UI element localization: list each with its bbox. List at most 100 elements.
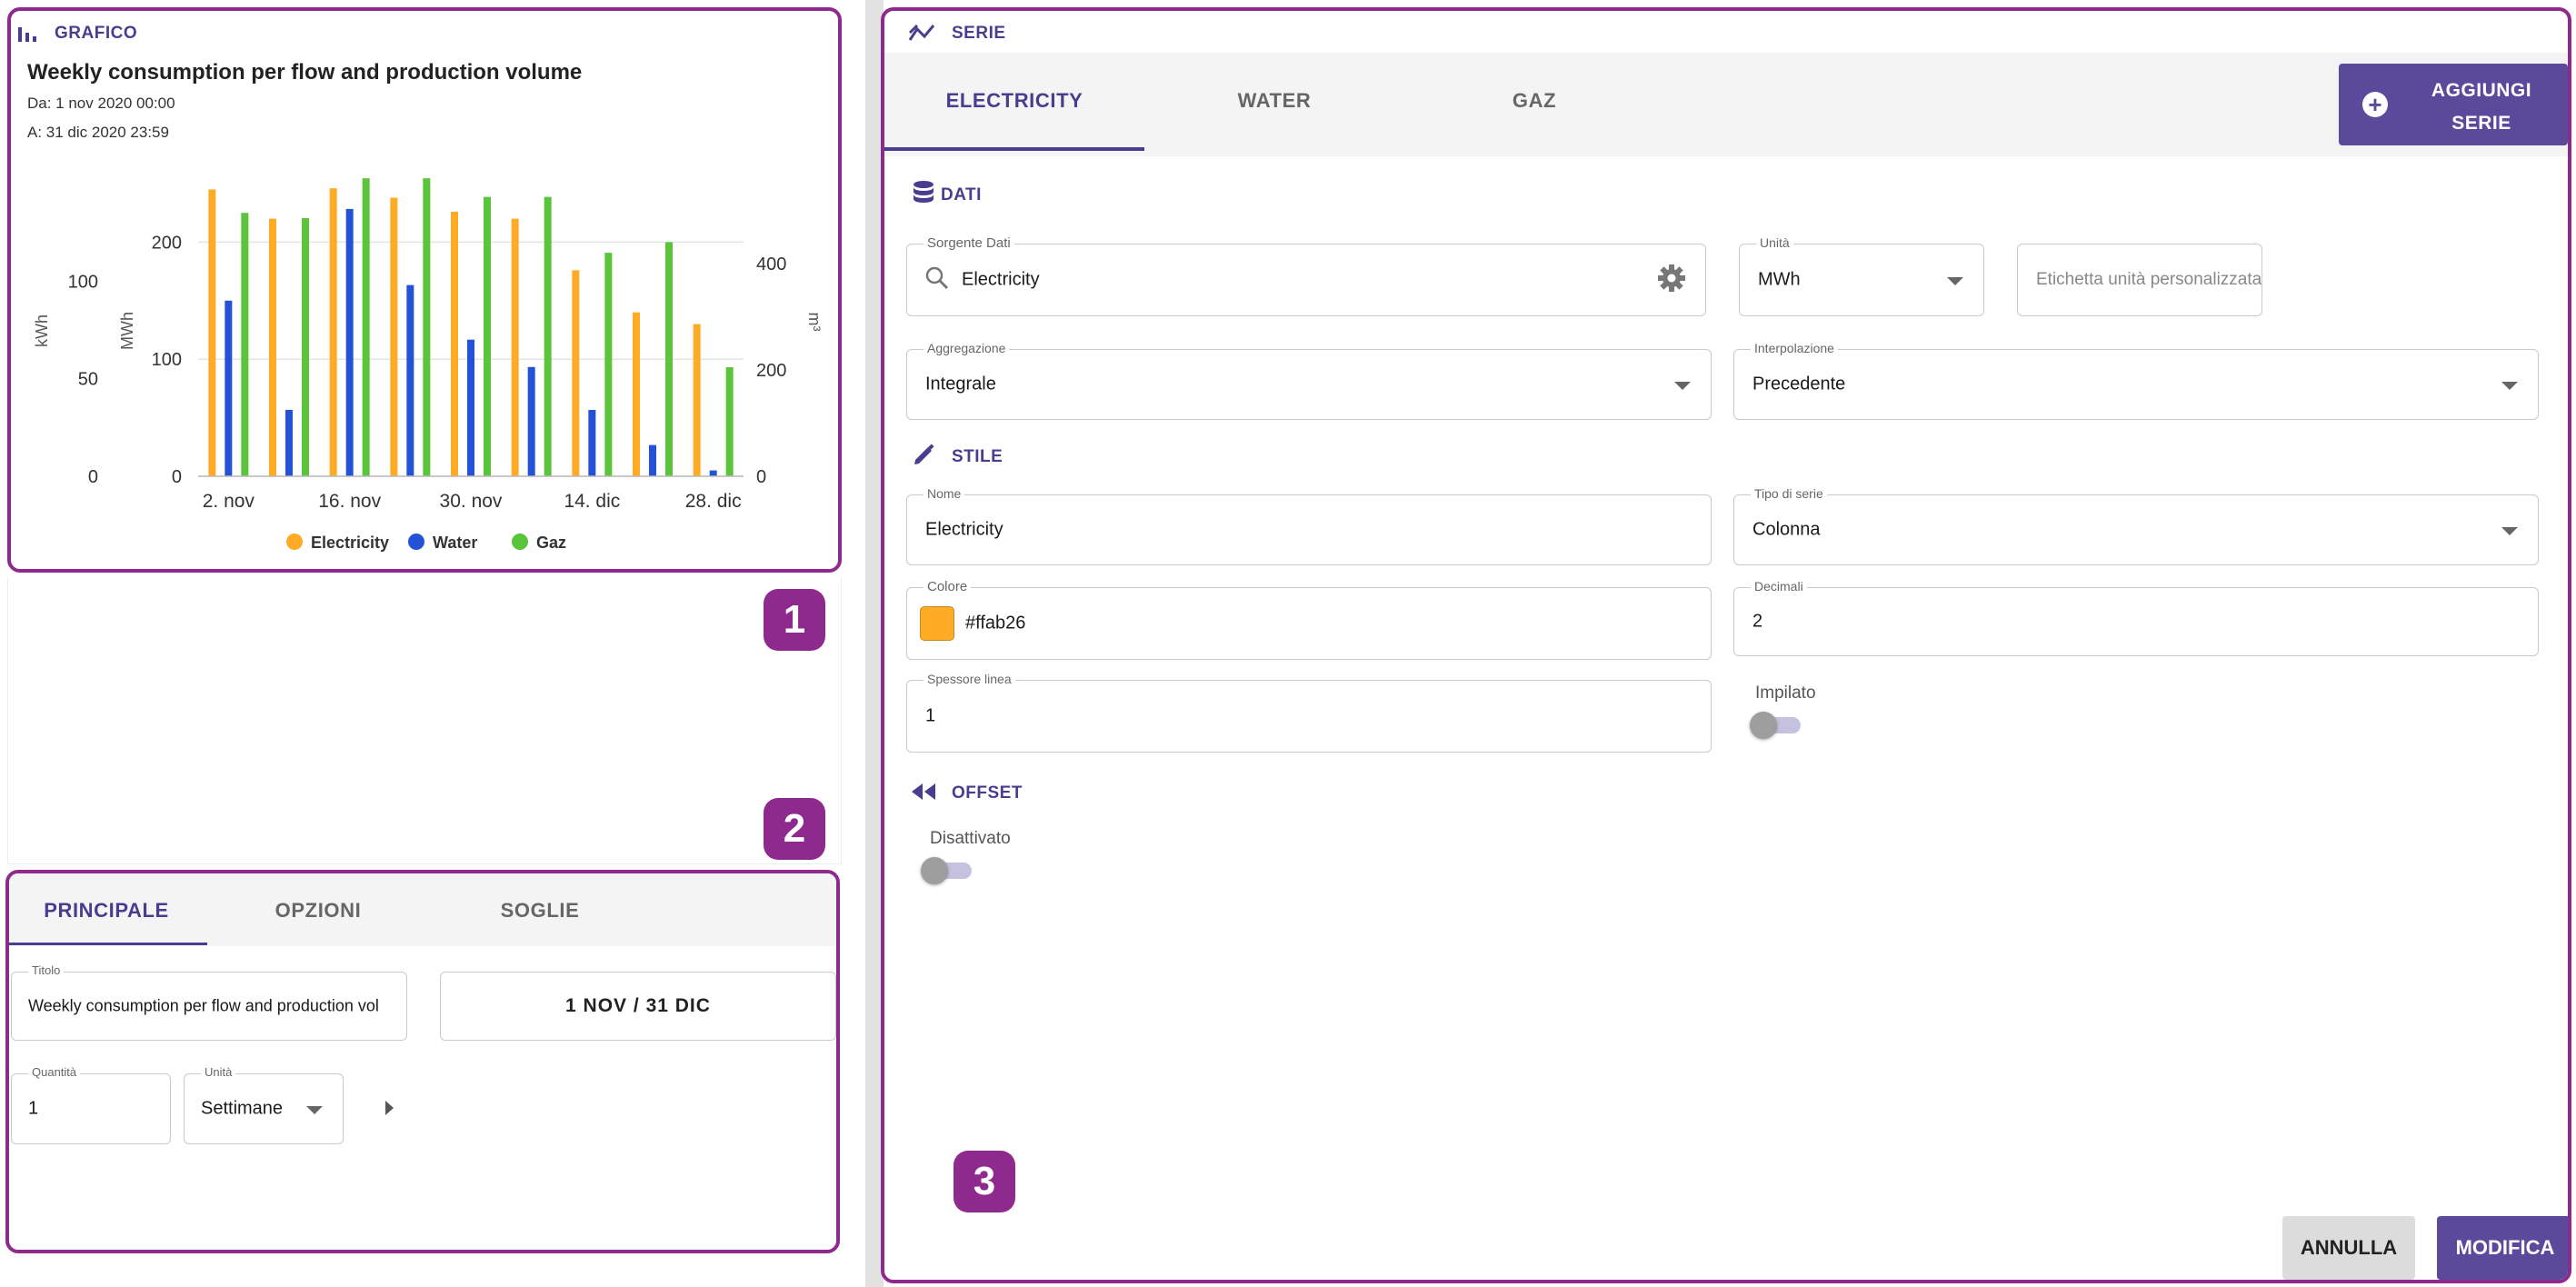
bar-water <box>345 208 354 476</box>
bar-gaz <box>665 242 673 476</box>
bar-electricity <box>329 188 337 477</box>
unit-select[interactable]: Unità Settimane <box>184 1065 344 1144</box>
title-value: Weekly consumption per flow and producti… <box>28 996 379 1015</box>
tab-soglie[interactable]: SOGLIE <box>500 899 580 922</box>
aggregation-select[interactable]: Aggregazione Integrale <box>906 341 1712 420</box>
quantity-field[interactable]: Quantità 1 <box>11 1065 171 1144</box>
add-series-button[interactable]: + AGGIUNGI SERIE <box>2339 64 2568 145</box>
custom-unit-input[interactable]: Etichetta unità personalizzata <box>2017 244 2262 316</box>
custom-unit-placeholder: Etichetta unità personalizzata <box>2036 270 2262 289</box>
decimals-value: 2 <box>1752 611 1763 632</box>
bar-chart-icon <box>16 22 38 44</box>
unit-series-value: MWh <box>1758 269 1801 290</box>
axis-tick-label: 0 <box>172 467 182 487</box>
pencil-icon <box>912 442 937 467</box>
stacked-toggle[interactable] <box>1750 711 1804 740</box>
axis-tick-label: 100 <box>68 272 98 292</box>
chart-panel: GRAFICO Weekly consumption per flow and … <box>7 7 842 573</box>
style-section-title: STILE <box>952 447 1003 466</box>
empty-area <box>7 577 842 864</box>
bar-electricity <box>269 218 276 476</box>
line-width-field[interactable]: Spessore linea 1 <box>906 672 1712 753</box>
tab-indicator <box>9 943 207 945</box>
panel-divider <box>865 0 884 1287</box>
trend-icon <box>908 22 937 44</box>
decimals-field[interactable]: Decimali 2 <box>1733 579 2539 656</box>
plus-circle-icon: + <box>2362 92 2388 117</box>
data-source-field[interactable]: Sorgente Dati Electricity <box>906 235 1706 316</box>
bar-water <box>467 339 474 476</box>
bar-water <box>649 444 656 476</box>
chevron-down-icon <box>1947 277 1963 285</box>
chart-area: 0 50 100 0 100 200 0 200 400 kWh MWh m³ 2. nov 16. no… <box>33 178 824 552</box>
offset-toggle-label: Disattivato <box>930 829 1011 848</box>
name-field[interactable]: Nome Electricity <box>906 486 1712 565</box>
x-tick-label: 28. dic <box>685 491 742 512</box>
aggregation-value: Integrale <box>925 374 996 394</box>
interpolation-value: Precedente <box>1752 374 1846 394</box>
stacked-label: Impilato <box>1755 683 1816 703</box>
bar-water <box>527 366 535 476</box>
date-range-label: 1 NOV / 31 DIC <box>565 995 711 1016</box>
series-tab-indicator <box>884 147 1144 151</box>
date-range-button[interactable]: 1 NOV / 31 DIC <box>440 972 836 1041</box>
left-column <box>0 0 865 1287</box>
bar-gaz <box>544 196 552 477</box>
unit-select-series[interactable]: Unità MWh <box>1739 235 1984 316</box>
series-type-select[interactable]: Tipo di serie Colonna <box>1733 486 2539 565</box>
data-source-value: Electricity <box>962 269 1040 290</box>
x-tick-label: 30. nov <box>440 491 503 512</box>
chevron-down-icon <box>2501 382 2518 390</box>
bar-gaz <box>362 178 370 477</box>
tab-principale[interactable]: PRINCIPALE <box>44 899 169 922</box>
x-tick-label: 2. nov <box>203 491 255 512</box>
color-field[interactable]: Colore #ffab26 <box>906 579 1712 660</box>
settings-tabs-bar <box>9 873 836 946</box>
cancel-button[interactable]: ANNULLA <box>2282 1216 2415 1280</box>
series-panel-header: SERIE <box>952 24 1006 43</box>
x-tick-label: 16. nov <box>318 491 381 512</box>
color-value: #ffab26 <box>965 613 1026 634</box>
bar-electricity <box>208 189 216 476</box>
chevron-down-icon <box>306 1106 323 1114</box>
bar-water <box>588 410 596 476</box>
chevron-down-icon <box>1674 382 1691 390</box>
badge-2: 2 <box>764 798 825 860</box>
tab-electricity[interactable]: ELECTRICITY <box>945 89 1083 112</box>
data-section-title: DATI <box>941 185 982 205</box>
chevron-down-icon <box>2501 527 2518 535</box>
x-tick-label: 14. dic <box>564 491 620 512</box>
offset-toggle[interactable] <box>921 856 975 885</box>
tab-water[interactable]: WATER <box>1237 89 1312 112</box>
badge-1: 1 <box>764 589 825 651</box>
chart-title: Weekly consumption per flow and producti… <box>27 60 583 85</box>
bar-gaz <box>604 253 613 476</box>
interpolation-select[interactable]: Interpolazione Precedente <box>1733 341 2539 420</box>
tab-gaz[interactable]: GAZ <box>1512 89 1557 112</box>
color-swatch[interactable] <box>920 606 954 641</box>
legend-label-gaz: Gaz <box>536 534 566 552</box>
bar-gaz <box>423 178 431 477</box>
title-field[interactable]: Titolo Weekly consumption per flow and p… <box>11 963 407 1041</box>
series-panel: SERIE ELECTRICITY WATER GAZ + AGGIUNGI S… <box>881 7 2571 1283</box>
search-icon <box>924 264 951 292</box>
bar-electricity <box>693 324 701 476</box>
gear-icon[interactable] <box>1656 263 1687 294</box>
series-type-value: Colonna <box>1752 519 1821 540</box>
axis-title-mwh: MWh <box>118 312 136 350</box>
axis-tick-label: 200 <box>152 233 182 253</box>
axis-tick-label: 50 <box>78 370 98 390</box>
chart-date-from: Da: 1 nov 2020 00:00 <box>27 95 175 112</box>
badge-3: 3 <box>954 1151 1015 1212</box>
axis-title-m3: m³ <box>805 313 824 332</box>
bar-gaz <box>484 196 491 477</box>
bar-electricity <box>511 218 519 476</box>
bar-gaz <box>241 213 249 476</box>
modify-button[interactable]: MODIFICA <box>2437 1216 2568 1280</box>
legend-marker-gaz <box>512 534 528 550</box>
add-series-label: AGGIUNGI SERIE <box>2431 80 2532 134</box>
bar-water <box>709 470 717 476</box>
offset-section-title: OFFSET <box>952 783 1023 803</box>
arrow-right-icon[interactable] <box>385 1101 394 1115</box>
tab-opzioni[interactable]: OPZIONI <box>275 899 362 922</box>
